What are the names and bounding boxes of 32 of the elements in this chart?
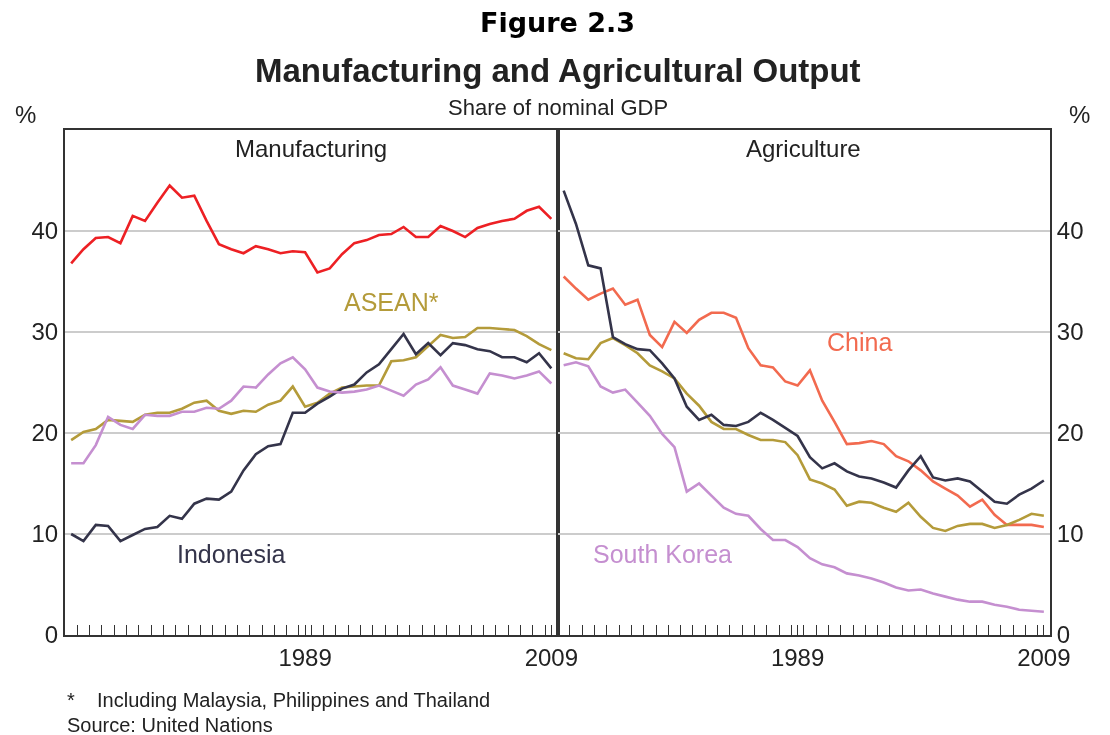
series-label: South Korea	[593, 540, 733, 568]
y-axis-title: %	[15, 101, 37, 128]
text: Share of nominal GDP	[448, 95, 669, 120]
line-series	[69, 355, 553, 465]
chart-title: Manufacturing	[235, 135, 388, 162]
x-tick-label: 1989	[770, 643, 825, 671]
y-tick-label: 10	[31, 520, 59, 548]
y-tick-label: 40	[1056, 217, 1084, 245]
y-tick-label: 30	[31, 318, 59, 346]
y-tick-label: 0	[44, 621, 59, 649]
y-tick-label: 10	[1056, 520, 1084, 548]
x-tick-label: 2009	[524, 643, 579, 671]
line-series	[69, 326, 553, 442]
y-tick-label: 20	[1056, 419, 1084, 447]
source-note: Source: United Nations	[67, 714, 273, 735]
y-tick-label: 20	[31, 419, 59, 447]
line-series	[562, 361, 1046, 614]
series-label: Indonesia	[177, 540, 286, 568]
text: * Including Malaysia, Philippines and Thailand	[67, 689, 491, 711]
line-series	[562, 275, 1046, 529]
y-tick-label: 40	[31, 217, 59, 245]
line-series	[562, 189, 1046, 505]
caption: Figure 2.3	[480, 7, 636, 38]
text: Manufacturing and Agricultural Output	[255, 52, 861, 89]
chart-title: Agriculture	[746, 135, 861, 162]
series-label: ASEAN*	[344, 288, 439, 316]
line-series	[69, 184, 553, 274]
line-series	[69, 332, 553, 543]
y-tick-label: 30	[1056, 318, 1084, 346]
series-label: China	[827, 328, 893, 356]
y-axis-title: %	[1069, 101, 1091, 128]
x-tick-label: 1989	[278, 643, 332, 671]
